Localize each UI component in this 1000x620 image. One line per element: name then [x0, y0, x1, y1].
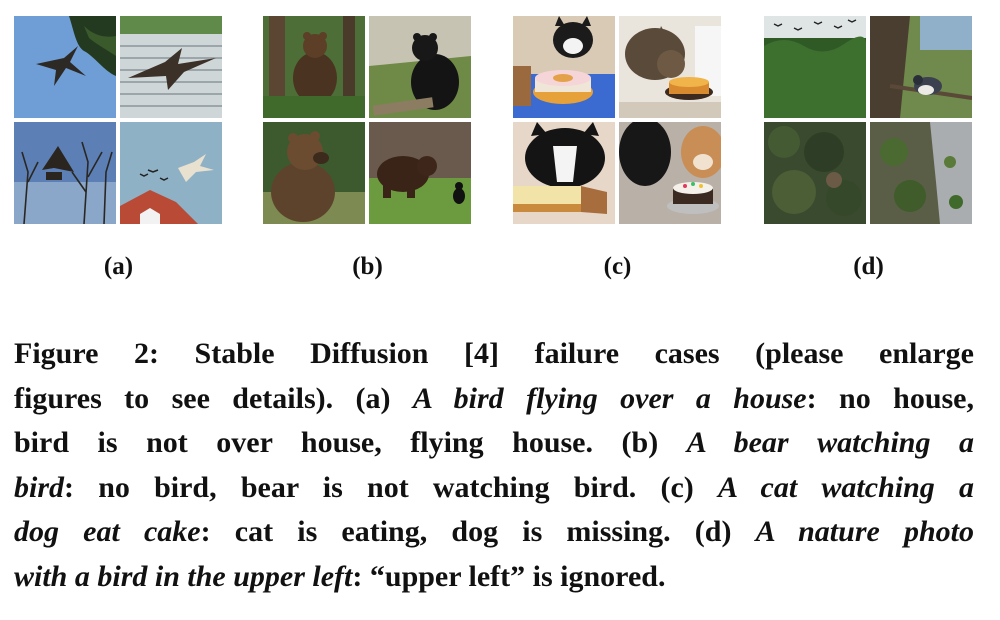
- birds-over-roof-image: [120, 122, 222, 224]
- cat-eating-cake-image: [619, 16, 721, 118]
- caption-text: : cat is eating, dog is missing. (d): [200, 515, 756, 548]
- panel-c-label: (c): [603, 253, 632, 280]
- caption-line-3: bird is not over house, flying house. (b…: [14, 421, 974, 466]
- bird-over-shed-image: [120, 16, 222, 118]
- panel-a-label: (a): [103, 253, 134, 280]
- forest-birds-image: [764, 16, 866, 118]
- panel-d-label: (d): [853, 253, 884, 280]
- bear-in-forest-image: [263, 16, 365, 118]
- caption-text: : no house,: [806, 381, 974, 415]
- caption-line-1: Figure 2: Stable Diffusion [4] failure c…: [14, 337, 974, 370]
- figure-caption: Figure 2: Stable Diffusion [4] failure c…: [14, 332, 974, 599]
- panel-c: [513, 16, 722, 225]
- bird-over-trees-image: [14, 122, 116, 224]
- caption-line-4: bird: no bird, bear is not watching bird…: [14, 466, 974, 511]
- panel-b-label: (b): [352, 253, 383, 280]
- brown-bear-image: [263, 122, 365, 224]
- panel-b: [263, 16, 472, 225]
- bird-on-sky-image: [14, 16, 116, 118]
- caption-line-2: figures to see details). (a) A bird flyi…: [14, 377, 974, 422]
- caption-prompt-a: A bird flying over a house: [412, 381, 807, 415]
- panel-d: [764, 16, 973, 225]
- panel-a: [14, 16, 223, 225]
- aerial-forest-image: [764, 122, 866, 224]
- cat-with-cake-image: [513, 16, 615, 118]
- caption-text: figures to see details). (a): [14, 381, 413, 415]
- black-bear-image: [369, 16, 471, 118]
- two-cats-cake-image: [619, 122, 721, 224]
- caption-prompt-c: dog eat cake: [14, 515, 201, 548]
- caption-prompt-b: bird: [14, 470, 65, 504]
- caption-prompt-d: A nature photo: [755, 515, 975, 548]
- caption-prompt-c: A cat watching a: [718, 470, 974, 504]
- caption-prompt-b: A bear watching a: [686, 426, 974, 459]
- caption-text: : no bird, bear is not watching bird. (c…: [64, 470, 718, 504]
- bird-on-branch-image: [870, 16, 972, 118]
- cat-tasting-cake-image: [513, 122, 615, 224]
- caption-prompt-d: with a bird in the upper left: [14, 559, 353, 593]
- bear-with-bird-image: [369, 122, 471, 224]
- caption-text: : “upper left” is ignored.: [352, 559, 666, 593]
- aerial-rocks-image: [870, 122, 972, 224]
- caption-line-5: dog eat cake: cat is eating, dog is miss…: [14, 510, 974, 555]
- caption-line-6: with a bird in the upper left: “upper le…: [14, 555, 974, 600]
- caption-text: bird is not over house, flying house. (b…: [14, 426, 687, 459]
